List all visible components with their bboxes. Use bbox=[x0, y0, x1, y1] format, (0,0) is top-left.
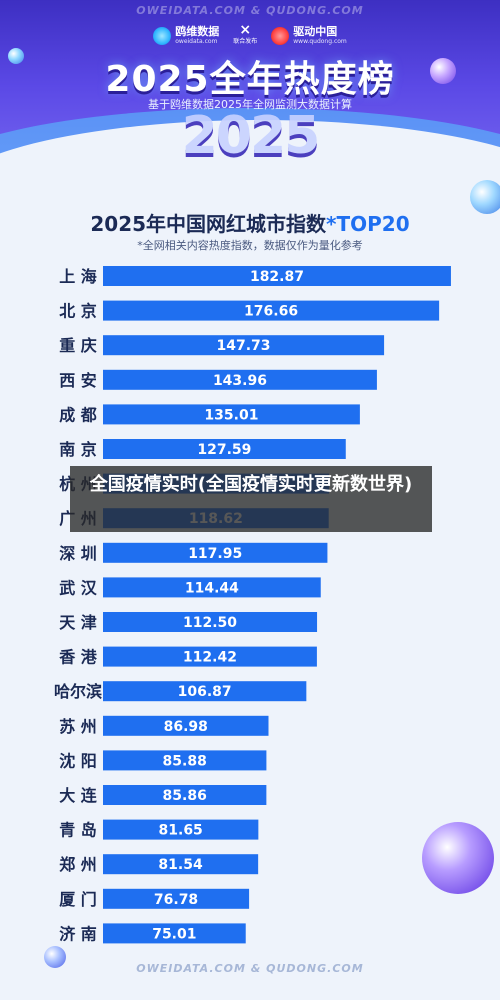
logo-bar: 鸥维数据 oweidata.com × 联合发布 驱动中国 www.qudong… bbox=[0, 22, 500, 48]
chart-title-accent: *TOP20 bbox=[326, 212, 410, 236]
bar bbox=[103, 542, 328, 563]
bar bbox=[103, 888, 250, 909]
hero-banner: OWEIDATA.COM & QUDONG.COM 鸥维数据 oweidata.… bbox=[0, 0, 500, 192]
decor-orb-icon bbox=[8, 48, 24, 64]
logo-qudong: 驱动中国 www.qudong.com bbox=[271, 26, 347, 46]
value-label: 112.50 bbox=[183, 615, 237, 631]
value-label: 176.66 bbox=[244, 304, 298, 320]
category-label: 郑 州 bbox=[59, 855, 97, 874]
category-label: 西 安 bbox=[59, 371, 97, 390]
hero-subtitle: 基于鸥维数据2025年全网监测大数据计算 bbox=[148, 98, 352, 111]
bar bbox=[103, 681, 307, 702]
bar bbox=[103, 300, 440, 321]
bar bbox=[103, 715, 269, 736]
bar bbox=[103, 369, 377, 390]
logo-right-sub: www.qudong.com bbox=[293, 38, 347, 45]
decor-orb-icon bbox=[422, 822, 494, 894]
bar bbox=[103, 404, 360, 425]
category-label: 成 都 bbox=[59, 405, 97, 424]
value-label: 182.87 bbox=[250, 269, 304, 285]
value-label: 86.98 bbox=[164, 719, 208, 735]
chart-subtitle: *全网相关内容热度指数，数据仅作为量化参考 bbox=[137, 239, 363, 252]
bar bbox=[103, 923, 246, 944]
chart-title-main: 2025年中国网红城市指数 bbox=[90, 212, 327, 236]
logo-oweidata: 鸥维数据 oweidata.com bbox=[153, 26, 219, 46]
category-label: 武 汉 bbox=[59, 578, 98, 597]
qudong-logo-icon bbox=[271, 27, 290, 45]
value-label: 147.73 bbox=[217, 338, 271, 354]
value-label: 127.59 bbox=[197, 442, 251, 458]
bar bbox=[103, 854, 259, 875]
logo-left-sub: oweidata.com bbox=[175, 38, 218, 45]
overlay-caption: 全国疫情实时(全国疫情实时更新数世界) bbox=[70, 466, 432, 532]
watermark-top: OWEIDATA.COM & QUDONG.COM bbox=[136, 4, 364, 17]
category-label: 上 海 bbox=[59, 267, 97, 286]
cross-symbol: × bbox=[239, 22, 252, 38]
watermark-bottom: OWEIDATA.COM & QUDONG.COM bbox=[136, 962, 364, 975]
category-label: 大 连 bbox=[59, 786, 98, 805]
value-label: 135.01 bbox=[204, 407, 258, 423]
value-label: 81.54 bbox=[158, 857, 203, 873]
value-label: 85.88 bbox=[163, 753, 207, 769]
hero-title: 2025全年热度榜 bbox=[105, 59, 395, 100]
value-label: 76.78 bbox=[154, 892, 198, 908]
bar bbox=[103, 785, 267, 805]
logo-right-name: 驱动中国 bbox=[293, 25, 338, 38]
value-label: 112.42 bbox=[183, 650, 237, 666]
value-label: 81.65 bbox=[159, 823, 203, 839]
category-label: 苏 州 bbox=[59, 717, 97, 736]
category-label: 北 京 bbox=[59, 302, 97, 321]
bar bbox=[103, 819, 259, 840]
value-label: 85.86 bbox=[163, 788, 207, 804]
decor-orb-icon bbox=[44, 946, 66, 968]
decor-orb-icon bbox=[470, 180, 500, 214]
oweidata-logo-icon bbox=[153, 27, 172, 45]
chart-title: 2025年中国网红城市指数*TOP20 bbox=[0, 208, 500, 237]
bar bbox=[103, 646, 317, 667]
bar bbox=[103, 577, 321, 598]
value-label: 75.01 bbox=[152, 926, 196, 942]
bar bbox=[103, 750, 267, 771]
category-label: 沈 阳 bbox=[59, 751, 97, 770]
value-label: 143.96 bbox=[213, 373, 267, 389]
bar bbox=[103, 266, 451, 286]
value-label: 117.95 bbox=[188, 546, 242, 562]
category-label: 重 庆 bbox=[59, 336, 97, 355]
value-label: 106.87 bbox=[178, 684, 232, 700]
logo-left-name: 鸥维数据 bbox=[175, 25, 220, 38]
co-publish-mark: × 联合发布 bbox=[233, 22, 258, 48]
bar bbox=[103, 612, 318, 632]
bar bbox=[103, 439, 346, 459]
category-label: 天 津 bbox=[59, 613, 97, 632]
hero-year-art: 2025 bbox=[181, 106, 321, 166]
category-label: 哈尔滨 bbox=[54, 682, 102, 701]
category-label: 深 圳 bbox=[59, 544, 97, 563]
decor-orb-icon bbox=[430, 58, 456, 84]
category-label: 济 南 bbox=[59, 924, 97, 943]
bar bbox=[103, 335, 385, 356]
category-label: 青 岛 bbox=[59, 821, 97, 840]
value-label: 114.44 bbox=[185, 580, 239, 596]
cross-sub: 联合发布 bbox=[233, 38, 258, 45]
category-label: 南 京 bbox=[59, 440, 97, 459]
category-label: 厦 门 bbox=[59, 890, 97, 909]
category-label: 香 港 bbox=[58, 648, 98, 667]
